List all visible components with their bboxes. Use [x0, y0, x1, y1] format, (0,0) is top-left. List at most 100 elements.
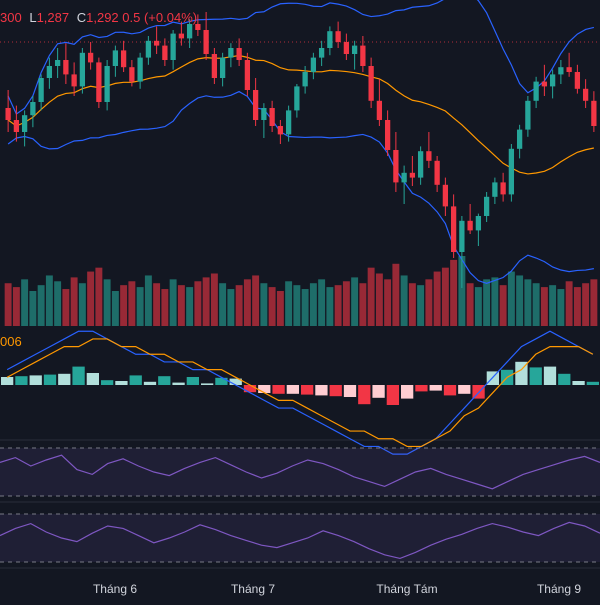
volume-bar [194, 281, 202, 326]
volume-bar [590, 279, 598, 326]
candle-body [549, 74, 556, 87]
macd-histogram-bar [315, 385, 328, 396]
volume-bar [136, 287, 144, 326]
candle-body [285, 110, 292, 135]
volume-bar [78, 283, 86, 326]
macd-histogram-bar [215, 377, 228, 385]
macd-histogram-bar [101, 380, 114, 385]
candle-body [162, 45, 168, 60]
volume-bar [309, 283, 317, 326]
macd-histogram-bar [372, 385, 385, 398]
candle-body [294, 86, 300, 111]
volume-bar [474, 287, 482, 326]
macd-histogram-bar [358, 385, 371, 405]
volume-bar [161, 289, 169, 326]
candle-body [475, 216, 482, 231]
candle-body [368, 66, 374, 101]
macd-histogram-bar [515, 361, 528, 385]
volume-bar [318, 279, 326, 326]
candle-body [558, 67, 564, 75]
candle-body [104, 66, 110, 102]
legend-change: 0.5 (+0.04%) [122, 10, 198, 25]
candle-body [459, 220, 465, 252]
volume-bar [359, 283, 367, 326]
macd-line [6, 330, 594, 455]
macd-histogram-bar [572, 381, 585, 385]
candle-body [137, 57, 143, 82]
candle-body [409, 172, 416, 178]
macd-histogram-bar [158, 376, 171, 385]
volume-bar [433, 271, 441, 326]
volume-bar [169, 279, 177, 326]
volume-bar [45, 275, 53, 326]
candle-body [541, 81, 548, 87]
candle-body [71, 74, 77, 87]
volume-bar [268, 287, 276, 326]
volume-bar [532, 283, 540, 326]
candle-body [178, 33, 185, 39]
volume-bar [111, 291, 119, 326]
macd-histogram-bar [272, 385, 285, 394]
macd-histogram-bar [258, 385, 271, 393]
macd-histogram-bar [401, 385, 414, 399]
x-tick-label: Tháng 9 [536, 582, 582, 596]
rsi2-line [0, 521, 600, 560]
volume-bar [243, 279, 251, 326]
candle-body [442, 184, 449, 207]
legend-low-value: 1,287 [36, 10, 70, 25]
rsi2-band [0, 514, 600, 562]
volume-bar [573, 287, 581, 326]
macd-signal-line [6, 338, 594, 448]
macd-histogram-bar [329, 385, 342, 397]
macd-histogram-bar [29, 375, 42, 385]
legend-open-value: 300 [0, 10, 22, 25]
macd-histogram-bar [586, 381, 599, 385]
volume-bar [507, 271, 515, 326]
volume-bar [491, 277, 499, 326]
volume-bar [219, 283, 227, 326]
volume-bar [565, 281, 573, 326]
candle-body [384, 120, 391, 150]
macd-histogram-bar [301, 385, 314, 395]
volume-bar [235, 285, 243, 326]
volume-bar [326, 287, 334, 326]
bollinger-lower-line [7, 90, 594, 284]
volume-bar [483, 279, 491, 326]
macd-histogram-bar [243, 385, 257, 393]
ohlc-legend: 300 L1,287 C1,292 0.5 (+0.04%) [0, 10, 197, 25]
candle-body [170, 33, 176, 60]
volume-bar [301, 289, 309, 326]
macd-histogram-bar [43, 374, 57, 385]
candle-body [516, 129, 523, 149]
volume-bar [342, 281, 350, 326]
candle-body [96, 62, 102, 102]
macd-histogram-bar [415, 385, 428, 392]
volume-bar [425, 279, 433, 326]
volume-bar [400, 275, 408, 326]
candle-body [244, 60, 251, 90]
macd-histogram-bar [229, 378, 242, 385]
candle-body [21, 115, 28, 132]
candle-body [533, 81, 539, 101]
macd-legend-value: 006 [0, 334, 22, 349]
volume-bar [4, 283, 12, 326]
volume-bar [95, 267, 103, 326]
macd-histogram-bar [72, 366, 85, 385]
macd-histogram-bar [458, 385, 471, 394]
candle-body [269, 108, 275, 126]
candle-body [87, 52, 94, 63]
macd-histogram-bar [115, 381, 128, 385]
candle-body [566, 67, 572, 72]
candle-body [376, 100, 383, 120]
candle-body [508, 148, 515, 195]
volume-bar [458, 256, 466, 326]
candle-body [186, 24, 193, 39]
volume-bar [29, 291, 37, 326]
volume-bar [524, 279, 532, 326]
candle-body [434, 160, 440, 185]
candle-body [574, 72, 581, 89]
volume-bar [12, 287, 20, 326]
candle-body [228, 48, 234, 58]
volume-bar [582, 283, 590, 326]
